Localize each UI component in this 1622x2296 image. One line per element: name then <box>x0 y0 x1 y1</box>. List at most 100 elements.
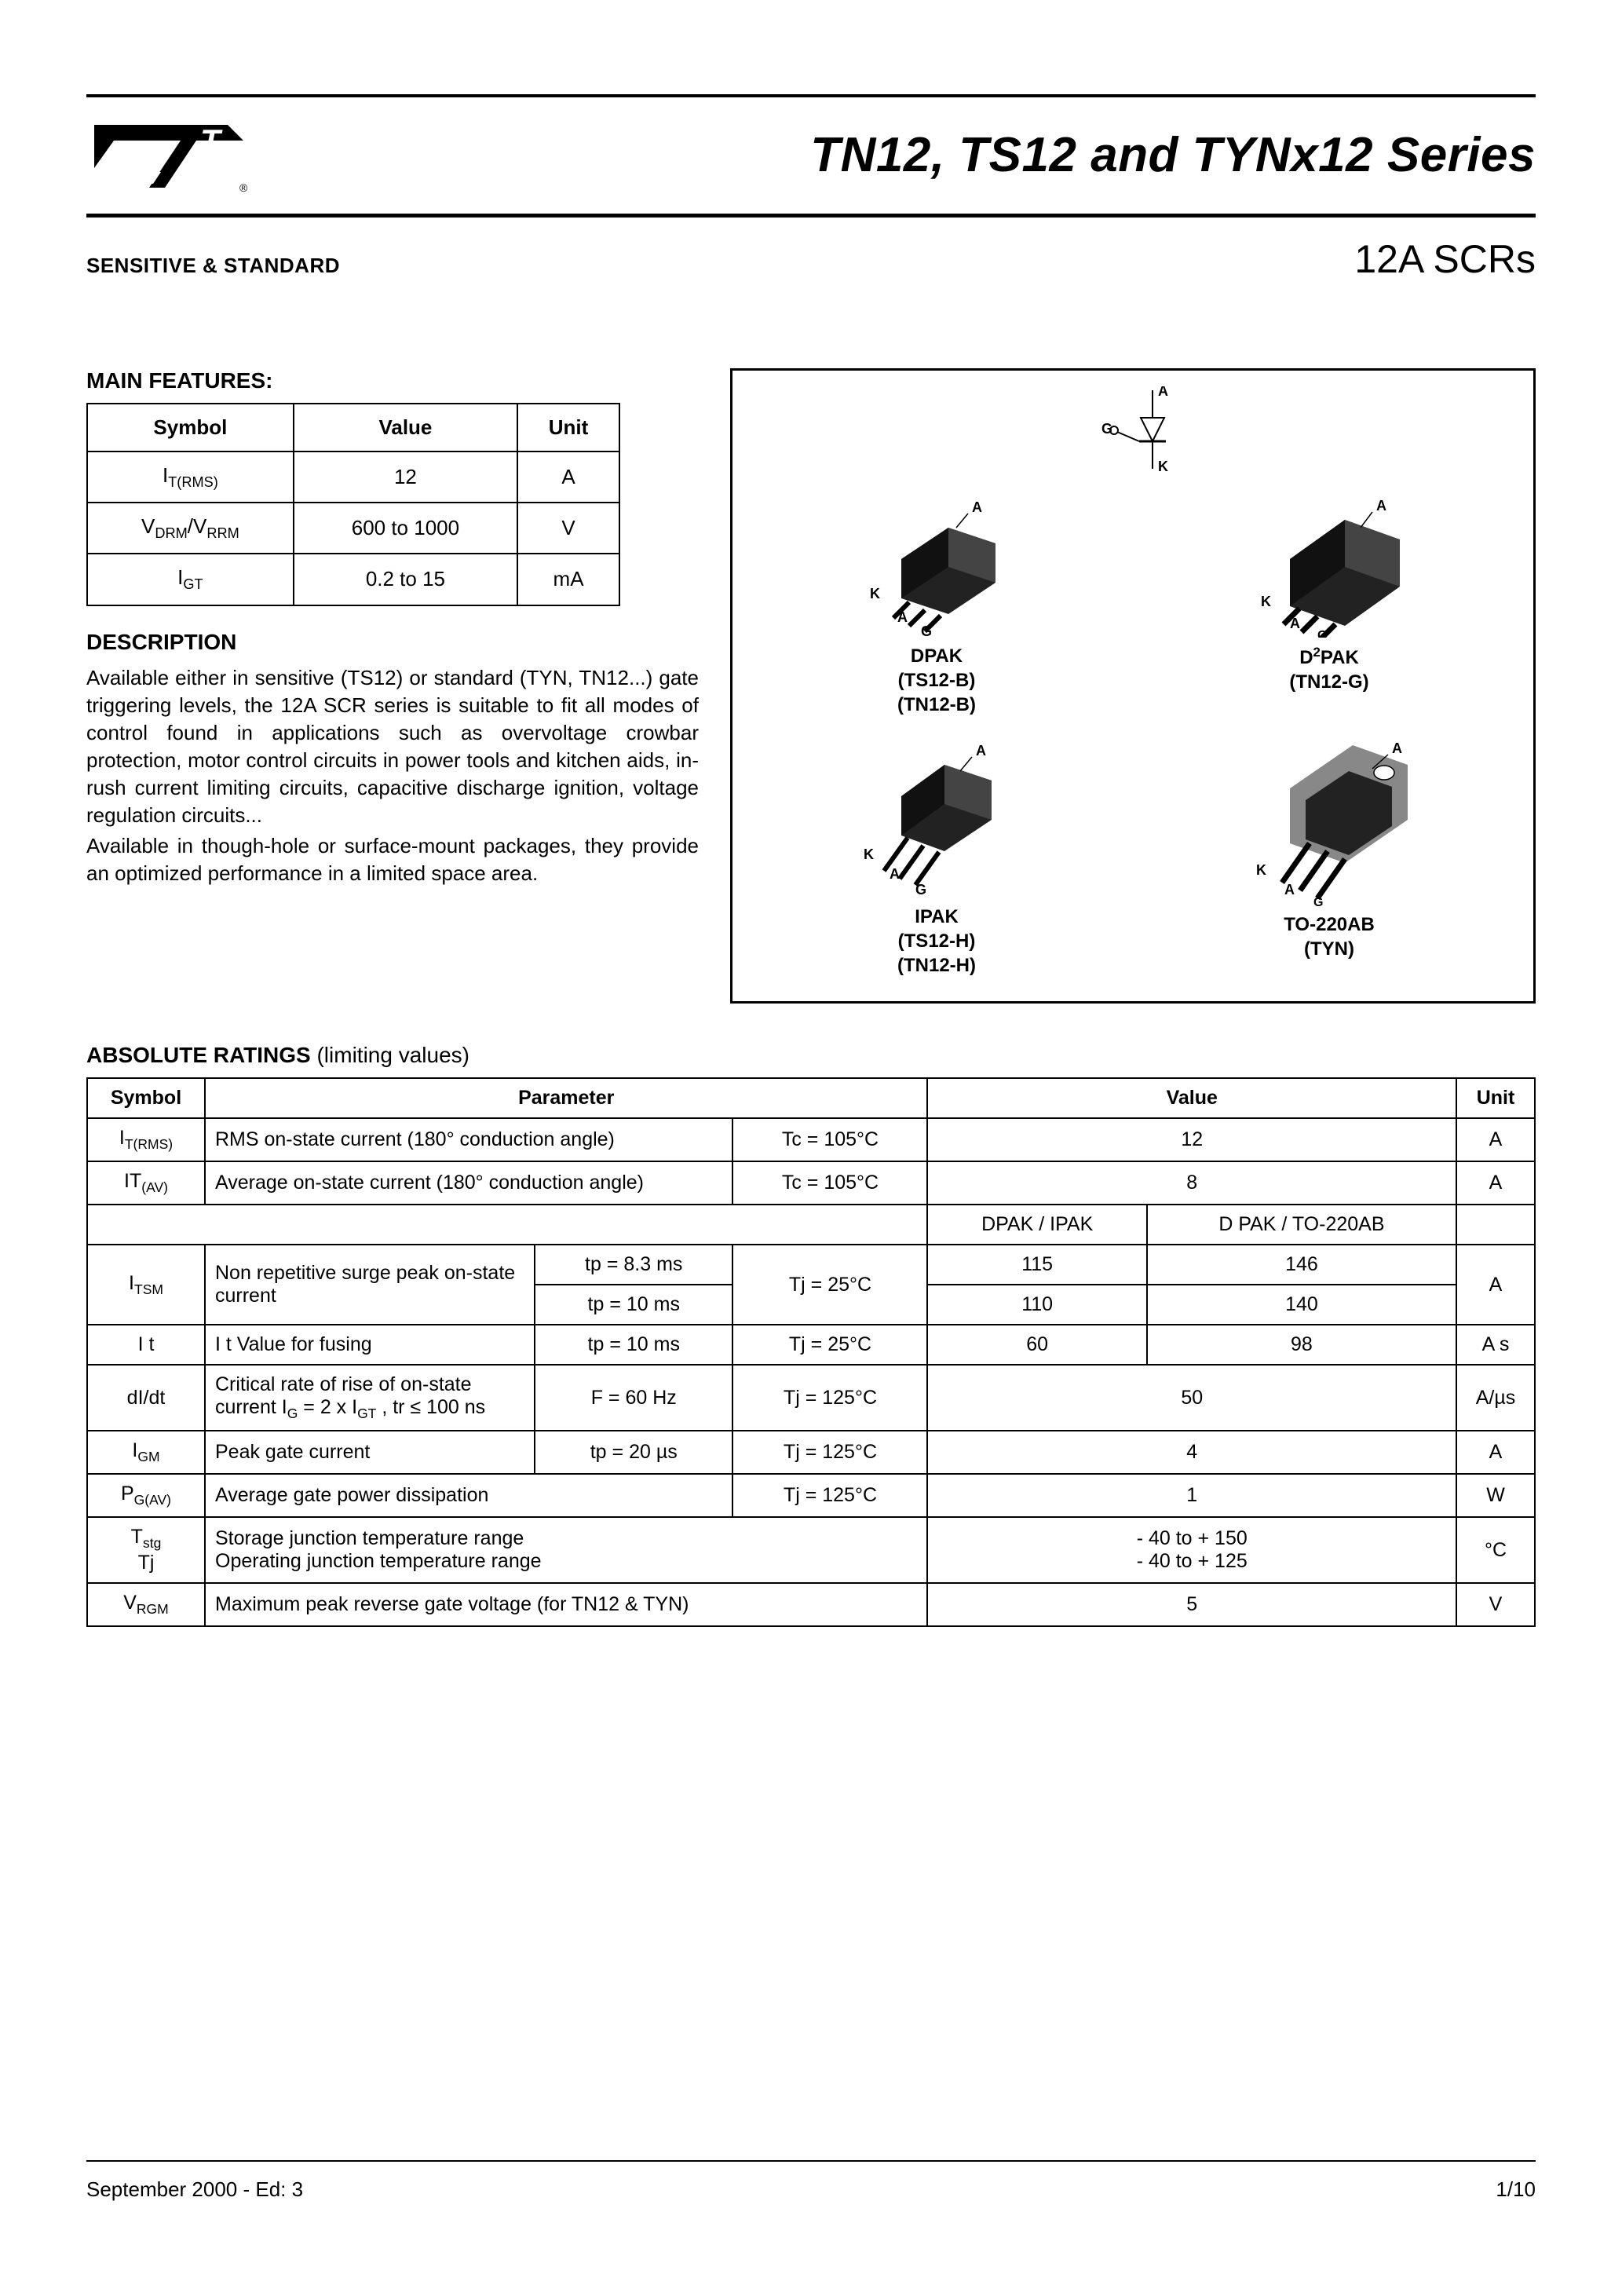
abs-unit-didt: A/µs <box>1456 1365 1535 1431</box>
feat-val-0: 12 <box>294 452 517 503</box>
abs-sym-itrms: IT(RMS) <box>87 1118 205 1161</box>
abs-unit-itsm: A <box>1456 1245 1535 1325</box>
abs-h-value: Value <box>927 1078 1456 1118</box>
abs-unit-tstg: °C <box>1456 1517 1535 1583</box>
svg-text:K: K <box>864 846 874 862</box>
abs-val-tstg: - 40 to + 150 - 40 to + 125 <box>927 1517 1456 1583</box>
ipak-label: IPAK (TS12-H) (TN12-H) <box>897 905 976 978</box>
ipak-name: IPAK <box>915 906 959 927</box>
svg-text:A: A <box>1290 616 1300 631</box>
abs-param-itsm: Non repetitive surge peak on-state curre… <box>205 1245 535 1325</box>
abs-cond-i2t: tp = 10 ms <box>535 1325 732 1365</box>
abs-cond-itrms: Tc = 105°C <box>732 1118 927 1161</box>
ipak-parts: (TS12-H) (TN12-H) <box>897 930 976 976</box>
st-logo: T ® <box>86 105 259 199</box>
abs-val-itav: 8 <box>927 1161 1456 1205</box>
abs-tj-igm: Tj = 125°C <box>732 1431 927 1474</box>
abs-h-param: Parameter <box>205 1078 927 1118</box>
abs-param-itrms: RMS on-state current (180° conduction an… <box>205 1118 732 1161</box>
d2pak-parts: (TN12-G) <box>1289 671 1368 693</box>
absolute-title: ABSOLUTE RATINGS (limiting values) <box>86 1043 1536 1068</box>
absolute-table: Symbol Parameter Value Unit IT(RMS) RMS … <box>86 1077 1536 1627</box>
abs-val-itrms: 12 <box>927 1118 1456 1161</box>
abs-unit-i2t: A s <box>1456 1325 1535 1365</box>
feat-sym-2: IGT <box>87 554 294 605</box>
svg-text:K: K <box>1158 459 1168 474</box>
svg-text:K: K <box>1256 862 1266 878</box>
footer-row: September 2000 - Ed: 3 1/10 <box>86 2177 1536 2202</box>
feat-val-1: 600 to 1000 <box>294 503 517 554</box>
col-unit: Unit <box>517 404 619 452</box>
abs-cond-didt: F = 60 Hz <box>535 1365 732 1431</box>
subtitle-left: SENSITIVE & STANDARD <box>86 254 340 278</box>
abs-sym-i2t: I t <box>87 1325 205 1365</box>
scr-symbol: A K G <box>756 386 1510 488</box>
svg-text:G: G <box>921 623 932 638</box>
package-grid: A K A G DPAK (TS12-B) (TN12-B) <box>756 496 1510 978</box>
abs-tj-i2t: Tj = 25°C <box>732 1325 927 1365</box>
footer-page: 1/10 <box>1496 2177 1536 2202</box>
abs-param-itav: Average on-state current (180° conductio… <box>205 1161 732 1205</box>
package-frame: A K G <box>730 368 1536 1004</box>
dpak-label: DPAK (TS12-B) (TN12-B) <box>897 644 976 718</box>
top-rule <box>86 94 1536 97</box>
abs-unit-igm: A <box>1456 1431 1535 1474</box>
d2pak-name: D2PAK <box>1299 647 1359 668</box>
right-column: A K G <box>730 368 1536 1004</box>
abs-title-bold: ABSOLUTE RATINGS <box>86 1043 311 1067</box>
footer: September 2000 - Ed: 3 1/10 <box>86 2160 1536 2202</box>
abs-cond-igm: tp = 20 µs <box>535 1431 732 1474</box>
abs-sym-itav: IT(AV) <box>87 1161 205 1205</box>
abs-unit-itav: A <box>1456 1161 1535 1205</box>
abs-unit-itrms: A <box>1456 1118 1535 1161</box>
to220-label: TO-220AB (TYN) <box>1284 912 1375 961</box>
svg-text:G: G <box>1317 629 1327 638</box>
svg-text:A: A <box>972 499 982 515</box>
pkg-d2pak: A K A G D2PAK (TN12-G) <box>1149 496 1510 718</box>
abs-unit-pgav: W <box>1456 1474 1535 1517</box>
feat-sym-0: IT(RMS) <box>87 452 294 503</box>
svg-text:K: K <box>1261 594 1271 609</box>
feat-sym-1: VDRM/VRRM <box>87 503 294 554</box>
abs-tj-didt: Tj = 125°C <box>732 1365 927 1431</box>
subtitle-row: SENSITIVE & STANDARD 12A SCRs <box>86 236 1536 282</box>
svg-text:A: A <box>1158 386 1168 399</box>
abs-param-i2t: I t Value for fusing <box>205 1325 535 1365</box>
description-title: DESCRIPTION <box>86 630 699 655</box>
svg-text:A: A <box>1376 498 1386 514</box>
abs-va-i2t: 60 <box>927 1325 1146 1365</box>
abs-h-symbol: Symbol <box>87 1078 205 1118</box>
features-table: Symbol Value Unit IT(RMS) 12 A VDRM/VRRM… <box>86 403 620 606</box>
abs-val-igm: 4 <box>927 1431 1456 1474</box>
pkg-to220: A K A G TO-220AB (TYN) <box>1149 741 1510 978</box>
abs-cond-itsm2: tp = 10 ms <box>535 1285 732 1325</box>
svg-text:T: T <box>200 122 223 159</box>
abs-h-unit: Unit <box>1456 1078 1535 1118</box>
svg-text:G: G <box>915 882 926 898</box>
footer-date: September 2000 - Ed: 3 <box>86 2177 303 2202</box>
left-column: MAIN FEATURES: Symbol Value Unit IT(RMS)… <box>86 368 699 1004</box>
svg-text:K: K <box>870 586 880 601</box>
abs-vb-i2t: 98 <box>1147 1325 1456 1365</box>
description-text-2: Available in though-hole or surface-moun… <box>86 832 699 887</box>
feat-unit-0: A <box>517 452 619 503</box>
abs-split-left: DPAK / IPAK <box>927 1205 1146 1245</box>
abs-val-didt: 50 <box>927 1365 1456 1431</box>
svg-text:G: G <box>1101 421 1112 437</box>
abs-title-suffix: (limiting values) <box>311 1043 469 1067</box>
abs-sym-vrgm: VRGM <box>87 1583 205 1626</box>
to220-parts: (TYN) <box>1304 938 1354 960</box>
abs-param-tstg: Storage junction temperature range Opera… <box>205 1517 927 1583</box>
footer-rule <box>86 2160 1536 2162</box>
abs-v1a: 115 <box>927 1245 1146 1285</box>
abs-sym-igm: IGM <box>87 1431 205 1474</box>
d2pak-label: D2PAK (TN12-G) <box>1289 644 1368 694</box>
feat-unit-2: mA <box>517 554 619 605</box>
feat-unit-1: V <box>517 503 619 554</box>
col-symbol: Symbol <box>87 404 294 452</box>
abs-tj-itsm: Tj = 25°C <box>732 1245 927 1325</box>
abs-param-igm: Peak gate current <box>205 1431 535 1474</box>
abs-unit-vrgm: V <box>1456 1583 1535 1626</box>
abs-v1b: 146 <box>1147 1245 1456 1285</box>
abs-param-vrgm: Maximum peak reverse gate voltage (for T… <box>205 1583 927 1626</box>
